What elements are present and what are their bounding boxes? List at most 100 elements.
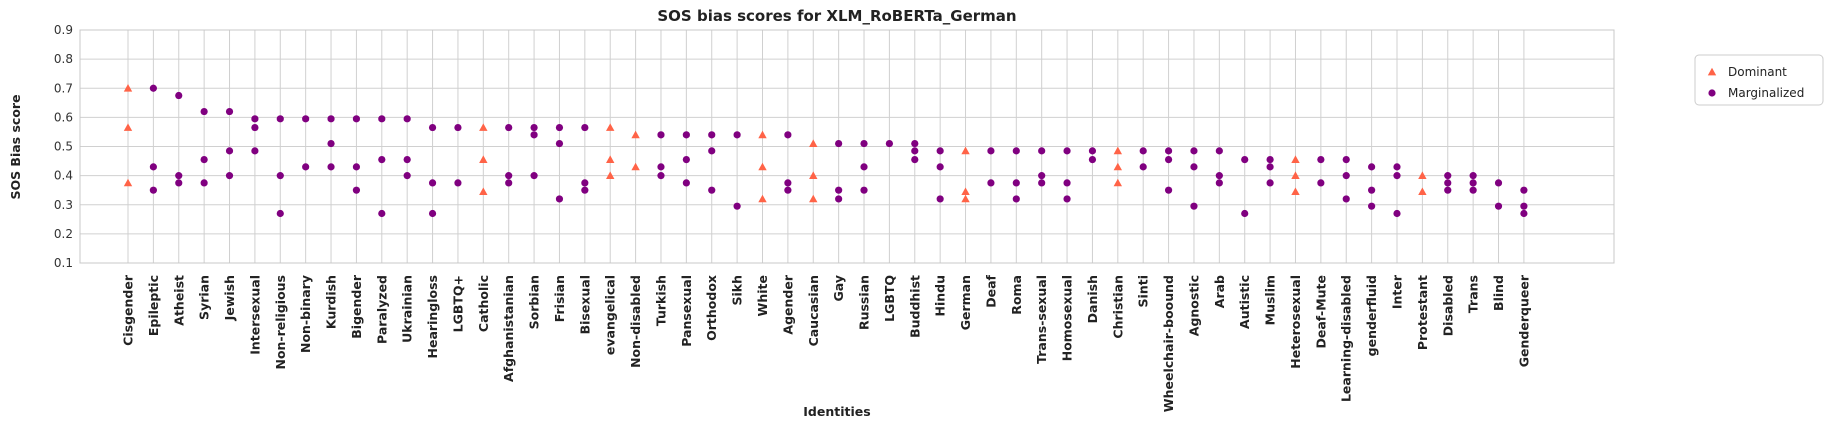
- y-tick-label: 0.5: [54, 140, 73, 154]
- dominant-point: [1291, 171, 1300, 179]
- marginalized-point: [428, 123, 437, 132]
- marginalized-point: [1469, 186, 1477, 194]
- marginalized-point: [708, 186, 716, 194]
- marginalized-point: [1215, 172, 1223, 180]
- dominant-point: [758, 162, 767, 171]
- marginalized-point: [352, 186, 361, 194]
- x-tick-label: Jewish: [222, 275, 237, 321]
- marginalized-point: [1368, 186, 1376, 194]
- marginalized-point: [428, 179, 437, 187]
- x-tick-label: Buddhist: [907, 275, 922, 338]
- marginalized-point: [225, 147, 234, 155]
- marginalized-point: [1469, 172, 1477, 180]
- x-tick-label: Bigender: [349, 274, 364, 339]
- y-axis-label: SOS Bias score: [8, 94, 23, 199]
- marginalized-point: [885, 139, 894, 148]
- y-tick-label: 0.3: [54, 198, 73, 212]
- legend-label: Dominant: [1728, 65, 1787, 79]
- marginalized-point: [1038, 179, 1046, 187]
- marginalized-point: [1012, 195, 1020, 203]
- x-tick-label: Atheist: [171, 275, 186, 326]
- dominant-point: [1113, 146, 1123, 155]
- dominant-point: [631, 130, 640, 139]
- x-tick-label: Pansexual: [679, 275, 694, 347]
- x-tick-label: Autistic: [1237, 275, 1252, 329]
- marginalized-point: [1012, 179, 1020, 187]
- marginalized-point: [987, 179, 995, 187]
- marginalized-point: [403, 156, 411, 164]
- x-tick-label: Paralyzed: [374, 275, 389, 344]
- x-tick-label: Wheelchair-boound: [1161, 275, 1176, 412]
- marginalized-point: [149, 186, 157, 194]
- dominant-point: [1113, 162, 1123, 171]
- x-tick-label: Sorbian: [527, 275, 542, 329]
- marginalized-point: [733, 202, 741, 210]
- marginalized-point: [835, 186, 843, 194]
- x-tick-label: Catholic: [476, 275, 491, 332]
- marginalized-point: [200, 156, 208, 164]
- marginalized-point: [860, 186, 868, 194]
- marginalized-point: [276, 209, 284, 218]
- marginalized-point: [530, 131, 538, 139]
- marginalized-point: [911, 156, 919, 164]
- y-axis-ticks: 0.1 0.2 0.3 0.4 0.5 0.6 0.7 0.8 0.9: [54, 23, 73, 270]
- marginalized-point: [1063, 147, 1071, 155]
- marginalized-point: [302, 115, 310, 123]
- x-tick-label: Gay: [831, 275, 846, 301]
- marginalized-point: [581, 179, 589, 187]
- marginalized-point: [1038, 172, 1046, 180]
- x-tick-label: Protestant: [1415, 275, 1430, 350]
- marginalized-point: [1063, 179, 1071, 187]
- data-markers: [123, 84, 1528, 218]
- marginalized-point: [251, 123, 259, 132]
- marginalized-point: [175, 172, 183, 180]
- marginalized-point: [225, 107, 234, 116]
- marginalized-point: [403, 172, 411, 180]
- marginalized-point: [1266, 179, 1274, 187]
- dominant-point: [606, 155, 615, 163]
- x-tick-label: Kurdish: [324, 275, 339, 329]
- x-tick-label: evangelical: [603, 275, 618, 355]
- marginalized-point: [1393, 172, 1401, 180]
- marginalized-point: [1342, 172, 1350, 180]
- legend-marginalized-marker: [1708, 89, 1716, 97]
- x-tick-label: Learning-disabled: [1339, 275, 1354, 402]
- marginalized-point: [175, 179, 183, 187]
- y-tick-label: 0.8: [54, 52, 73, 66]
- x-tick-label: Syrian: [197, 275, 212, 320]
- x-axis-ticks: Cisgender Epileptic Atheist Syrian Jewish Int…: [121, 274, 1532, 412]
- x-tick-label: German: [958, 275, 973, 330]
- legend-box: [1694, 54, 1824, 106]
- marginalized-point: [860, 139, 868, 148]
- y-tick-label: 0.4: [54, 169, 73, 183]
- marginalized-point: [1393, 209, 1401, 218]
- dominant-point: [631, 162, 640, 171]
- marginalized-point: [1190, 147, 1198, 155]
- marginalized-point: [378, 209, 386, 218]
- y-tick-label: 0.2: [54, 227, 73, 241]
- marginalized-point: [276, 115, 284, 123]
- marginalized-point: [682, 179, 690, 187]
- marginalized-point: [378, 156, 386, 164]
- dominant-point: [758, 194, 767, 203]
- marginalized-point: [378, 115, 386, 123]
- marginalized-point: [936, 195, 944, 203]
- dominant-point: [809, 171, 818, 179]
- dominant-point: [1113, 178, 1123, 187]
- marginalized-point: [987, 147, 995, 155]
- marginalized-point: [505, 179, 513, 187]
- marginalized-point: [1444, 186, 1452, 194]
- dominant-point: [479, 155, 488, 163]
- marginalized-point: [784, 186, 792, 194]
- marginalized-point: [1520, 186, 1528, 194]
- x-tick-label: Roma: [1009, 275, 1024, 315]
- x-tick-label: Ukrainian: [400, 275, 415, 343]
- x-tick-label: Caucasian: [806, 275, 821, 346]
- marginalized-point: [200, 179, 208, 187]
- dominant-point: [479, 187, 488, 196]
- x-tick-label: Heterosexual: [1288, 275, 1303, 369]
- x-axis-label: Identities: [803, 404, 870, 419]
- marginalized-point: [1469, 179, 1477, 187]
- marginalized-point: [1266, 156, 1274, 164]
